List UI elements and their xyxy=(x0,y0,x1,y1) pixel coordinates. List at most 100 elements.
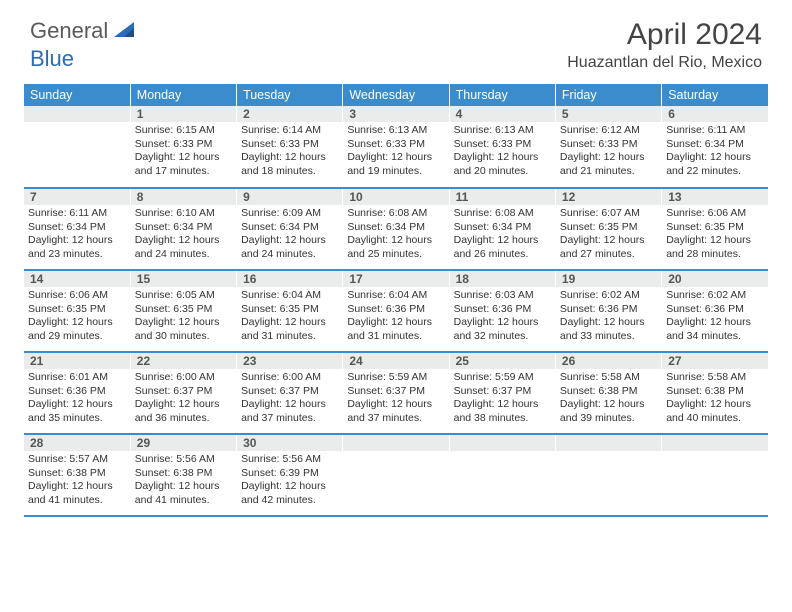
calendar-cell: 25 Sunrise: 5:59 AMSunset: 6:37 PMDayligh… xyxy=(449,352,555,434)
d1-text: Daylight: 12 hours xyxy=(454,234,551,248)
calendar-cell xyxy=(343,434,449,516)
d1-text: Daylight: 12 hours xyxy=(28,234,126,248)
sunrise-text: Sunrise: 6:11 AM xyxy=(666,124,764,138)
d2-text: and 29 minutes. xyxy=(28,330,126,344)
d2-text: and 22 minutes. xyxy=(666,165,764,179)
weekday-header: Sunday xyxy=(24,84,130,106)
day-number-bar: 8 xyxy=(131,189,236,205)
calendar-cell xyxy=(662,434,768,516)
sunrise-text: Sunrise: 6:14 AM xyxy=(241,124,338,138)
sunset-text: Sunset: 6:33 PM xyxy=(454,138,551,152)
day-number-bar xyxy=(450,435,555,451)
calendar-cell: 29Sunrise: 5:56 AMSunset: 6:38 PMDayligh… xyxy=(130,434,236,516)
day-number-bar xyxy=(24,106,130,122)
sunrise-text: Sunrise: 5:59 AM xyxy=(454,371,551,385)
sunrise-text: Sunrise: 5:58 AM xyxy=(560,371,657,385)
sunrise-text: Sunrise: 6:08 AM xyxy=(347,207,444,221)
sunrise-text: Sunrise: 6:02 AM xyxy=(560,289,657,303)
d1-text: Daylight: 12 hours xyxy=(347,316,444,330)
day-number-bar: 9 xyxy=(237,189,342,205)
sunset-text: Sunset: 6:37 PM xyxy=(454,385,551,399)
calendar-week-row: 1Sunrise: 6:15 AMSunset: 6:33 PMDaylight… xyxy=(24,106,768,188)
d1-text: Daylight: 12 hours xyxy=(135,151,232,165)
d1-text: Daylight: 12 hours xyxy=(135,398,232,412)
day-number-bar: 22 xyxy=(131,353,236,369)
calendar-cell: 15Sunrise: 6:05 AMSunset: 6:35 PMDayligh… xyxy=(130,270,236,352)
calendar-cell: 3Sunrise: 6:13 AMSunset: 6:33 PMDaylight… xyxy=(343,106,449,188)
calendar-cell: 18Sunrise: 6:03 AMSunset: 6:36 PMDayligh… xyxy=(449,270,555,352)
sunset-text: Sunset: 6:34 PM xyxy=(135,221,232,235)
sunrise-text: Sunrise: 5:56 AM xyxy=(241,453,338,467)
sunrise-text: Sunrise: 6:09 AM xyxy=(241,207,338,221)
day-number-bar: 27 xyxy=(662,353,768,369)
sunrise-text: Sunrise: 6:13 AM xyxy=(454,124,551,138)
day-number-bar: 25 xyxy=(450,353,555,369)
logo-text-blue: Blue xyxy=(30,46,74,71)
calendar-cell: 9Sunrise: 6:09 AMSunset: 6:34 PMDaylight… xyxy=(237,188,343,270)
d2-text: and 31 minutes. xyxy=(347,330,444,344)
location: Huazantlan del Rio, Mexico xyxy=(567,54,762,72)
d2-text: and 24 minutes. xyxy=(135,248,232,262)
month-title: April 2024 xyxy=(567,18,762,52)
d2-text: and 33 minutes. xyxy=(560,330,657,344)
sunset-text: Sunset: 6:38 PM xyxy=(666,385,764,399)
d1-text: Daylight: 12 hours xyxy=(560,398,657,412)
sunrise-text: Sunrise: 6:11 AM xyxy=(28,207,126,221)
sunset-text: Sunset: 6:36 PM xyxy=(666,303,764,317)
calendar-cell: 30Sunrise: 5:56 AMSunset: 6:39 PMDayligh… xyxy=(237,434,343,516)
day-number-bar: 6 xyxy=(662,106,768,122)
logo-second-line: Blue xyxy=(30,46,74,72)
day-number-bar xyxy=(343,435,448,451)
sunrise-text: Sunrise: 5:57 AM xyxy=(28,453,126,467)
day-number-bar: 20 xyxy=(662,271,768,287)
d2-text: and 42 minutes. xyxy=(241,494,338,508)
d1-text: Daylight: 12 hours xyxy=(28,480,126,494)
day-number-bar xyxy=(662,435,768,451)
weekday-header-row: Sunday Monday Tuesday Wednesday Thursday… xyxy=(24,84,768,106)
d1-text: Daylight: 12 hours xyxy=(666,398,764,412)
sunrise-text: Sunrise: 6:08 AM xyxy=(454,207,551,221)
calendar-cell: 7Sunrise: 6:11 AMSunset: 6:34 PMDaylight… xyxy=(24,188,130,270)
d1-text: Daylight: 12 hours xyxy=(347,151,444,165)
d1-text: Daylight: 12 hours xyxy=(135,234,232,248)
title-block: April 2024 Huazantlan del Rio, Mexico xyxy=(567,18,762,72)
day-number-bar: 12 xyxy=(556,189,661,205)
calendar-cell: 24Sunrise: 5:59 AMSunset: 6:37 PMDayligh… xyxy=(343,352,449,434)
weekday-header: Saturday xyxy=(662,84,768,106)
calendar-cell: 21Sunrise: 6:01 AMSunset: 6:36 PMDayligh… xyxy=(24,352,130,434)
calendar-cell: 14Sunrise: 6:06 AMSunset: 6:35 PMDayligh… xyxy=(24,270,130,352)
d1-text: Daylight: 12 hours xyxy=(454,316,551,330)
d2-text: and 34 minutes. xyxy=(666,330,764,344)
sunrise-text: Sunrise: 6:06 AM xyxy=(666,207,764,221)
day-number-bar: 26 xyxy=(556,353,661,369)
d1-text: Daylight: 12 hours xyxy=(454,398,551,412)
calendar-cell: 11Sunrise: 6:08 AMSunset: 6:34 PMDayligh… xyxy=(449,188,555,270)
d1-text: Daylight: 12 hours xyxy=(454,151,551,165)
calendar-cell: 28Sunrise: 5:57 AMSunset: 6:38 PMDayligh… xyxy=(24,434,130,516)
sunset-text: Sunset: 6:37 PM xyxy=(347,385,444,399)
calendar-cell: 16Sunrise: 6:04 AMSunset: 6:35 PMDayligh… xyxy=(237,270,343,352)
sunset-text: Sunset: 6:33 PM xyxy=(135,138,232,152)
sunset-text: Sunset: 6:33 PM xyxy=(560,138,657,152)
d2-text: and 21 minutes. xyxy=(560,165,657,179)
d2-text: and 41 minutes. xyxy=(28,494,126,508)
calendar-week-row: 14Sunrise: 6:06 AMSunset: 6:35 PMDayligh… xyxy=(24,270,768,352)
calendar-cell xyxy=(555,434,661,516)
sunrise-text: Sunrise: 6:01 AM xyxy=(28,371,126,385)
logo-text-general: General xyxy=(30,18,108,44)
d2-text: and 41 minutes. xyxy=(135,494,232,508)
sunrise-text: Sunrise: 5:56 AM xyxy=(135,453,232,467)
sunset-text: Sunset: 6:33 PM xyxy=(241,138,338,152)
d2-text: and 40 minutes. xyxy=(666,412,764,426)
d1-text: Daylight: 12 hours xyxy=(241,398,338,412)
day-number-bar: 18 xyxy=(450,271,555,287)
d1-text: Daylight: 12 hours xyxy=(241,480,338,494)
sunrise-text: Sunrise: 6:10 AM xyxy=(135,207,232,221)
sunrise-text: Sunrise: 6:03 AM xyxy=(454,289,551,303)
calendar-cell xyxy=(449,434,555,516)
calendar-cell: 22Sunrise: 6:00 AMSunset: 6:37 PMDayligh… xyxy=(130,352,236,434)
calendar-cell: 27Sunrise: 5:58 AMSunset: 6:38 PMDayligh… xyxy=(662,352,768,434)
triangle-icon xyxy=(114,20,136,43)
sunset-text: Sunset: 6:34 PM xyxy=(28,221,126,235)
sunset-text: Sunset: 6:36 PM xyxy=(347,303,444,317)
